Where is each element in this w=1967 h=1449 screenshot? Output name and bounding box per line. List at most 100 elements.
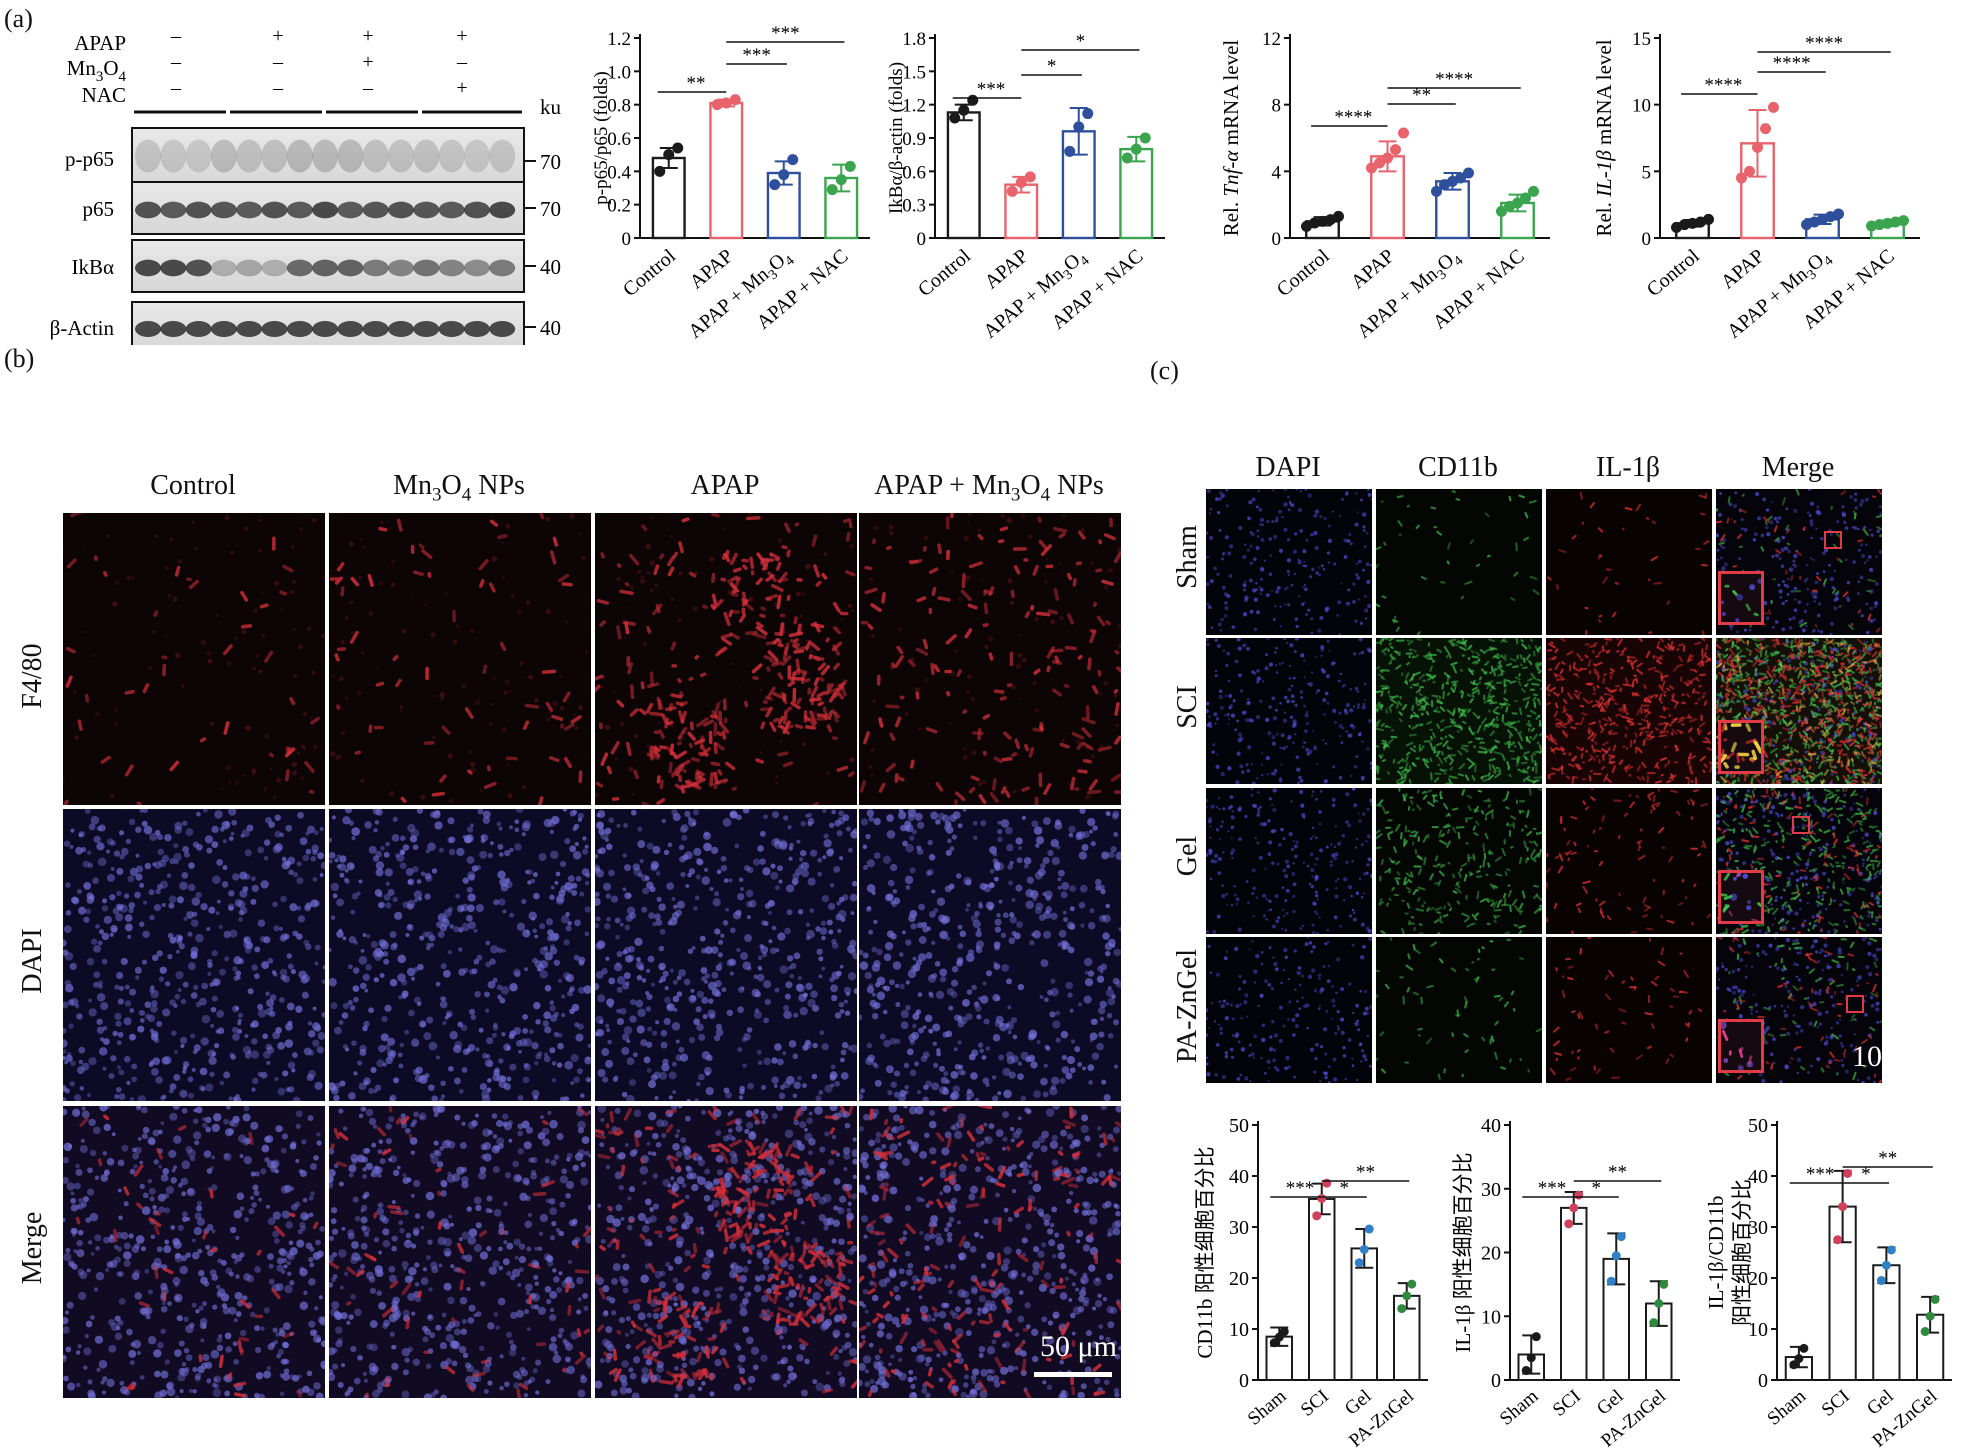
blot-band — [185, 321, 212, 337]
treatment-mark: – — [456, 51, 468, 73]
treatment-mark: + — [362, 25, 373, 47]
y-tick-label: 0.4 — [607, 162, 631, 183]
bar — [1308, 1197, 1336, 1381]
blot-band — [135, 259, 161, 277]
category-label: Sham — [1496, 1386, 1543, 1430]
category-label: APAP — [981, 245, 1033, 294]
data-point — [1833, 1235, 1843, 1245]
y-tick-label: 50 — [1748, 1115, 1768, 1137]
b-micrograph-tile — [858, 1105, 1122, 1399]
data-point — [1130, 143, 1142, 155]
y-tick-label: 0.9 — [902, 129, 926, 150]
blot-band — [413, 321, 440, 337]
blot-band — [286, 259, 313, 277]
data-point — [1569, 1203, 1579, 1213]
blot-band — [261, 139, 288, 173]
significance-label: * — [1340, 1178, 1350, 1199]
y-tick-label: 10 — [1229, 1319, 1249, 1341]
data-point — [1886, 1245, 1896, 1255]
data-point — [769, 179, 781, 191]
b-micrograph-tile — [594, 1105, 858, 1399]
treatment-mark: + — [362, 51, 373, 73]
c-micrograph-tile — [1205, 637, 1373, 785]
c-micrograph-tile — [1545, 787, 1713, 935]
c-scale-bar-label: 100 μm — [1852, 1040, 1944, 1073]
blot-size-label: 40 — [540, 255, 561, 279]
y-axis-label: 阳性细胞百分比 — [1730, 1179, 1754, 1326]
category-label: SCI — [1818, 1386, 1854, 1421]
data-point — [1082, 108, 1094, 120]
data-point — [1833, 208, 1844, 220]
c-scale-bar — [1900, 1075, 1952, 1080]
blot-band — [312, 321, 339, 337]
b-micrograph-tile — [858, 808, 1122, 1102]
blot-row-label: p65 — [83, 197, 115, 221]
zoom-inset — [1718, 571, 1764, 625]
b-col-apap: APAP — [690, 470, 760, 501]
y-tick-label: 10 — [1748, 1319, 1768, 1341]
data-point — [720, 97, 732, 109]
data-point — [1317, 1193, 1327, 1203]
data-point — [711, 99, 723, 111]
b-row-f480: F4/80 — [17, 643, 48, 709]
data-point — [1521, 1365, 1531, 1375]
blot-band — [210, 259, 237, 277]
y-tick-label: 20 — [1481, 1243, 1501, 1265]
data-point — [1736, 172, 1747, 184]
c-row-pa-zngel: PA-ZnGel — [1172, 948, 1203, 1064]
blot-band — [160, 201, 187, 219]
blot-band — [160, 259, 187, 277]
data-point — [1654, 1299, 1664, 1308]
significance-label: ** — [1878, 1148, 1897, 1169]
category-label: Sham — [1244, 1386, 1291, 1430]
y-axis-label: Rel. Tnf-α mRNA level — [1219, 40, 1243, 237]
blot-band — [489, 259, 516, 277]
blot-band — [413, 201, 440, 219]
data-point — [1752, 141, 1763, 153]
c-row-sci: SCI — [1172, 685, 1203, 729]
data-point — [1121, 152, 1133, 164]
category-label: Control — [1273, 245, 1334, 301]
treatment-marks: – + + + – – + – – – – + — [170, 25, 468, 99]
y-tick-label: 0 — [1642, 229, 1652, 250]
significance-label: **** — [1805, 33, 1843, 54]
significance-label: * — [1861, 1164, 1871, 1185]
b-col-apap-mn3o4: APAP + Mn3O4 NPs — [874, 470, 1104, 506]
b-micrograph-tile — [594, 808, 858, 1102]
blot-band — [160, 139, 187, 173]
b-scale-bar-label: 50 μm — [1040, 1330, 1117, 1363]
b-row-merge: Merge — [17, 1211, 48, 1285]
data-point — [1520, 192, 1531, 204]
significance-label: ** — [1608, 1162, 1627, 1183]
data-point — [1616, 1232, 1626, 1242]
y-tick-label: 0.2 — [607, 196, 631, 217]
data-point — [826, 184, 838, 196]
blot-band — [362, 139, 389, 173]
panel-label-a: (a) — [4, 4, 33, 33]
data-point — [949, 112, 961, 124]
blot-band — [312, 259, 339, 277]
blot-band — [463, 321, 490, 337]
y-tick-label: 0 — [917, 229, 927, 250]
data-point — [1789, 1360, 1799, 1370]
y-tick-label: 0.8 — [607, 96, 631, 117]
c-col-cd11b: CD11b — [1418, 452, 1498, 483]
blot-band — [463, 201, 490, 219]
data-point — [1512, 197, 1523, 209]
data-point — [1354, 1258, 1364, 1268]
data-point — [1073, 121, 1085, 133]
significance-label: **** — [1704, 75, 1742, 96]
blot-band — [135, 201, 161, 219]
treatment-mark: + — [456, 77, 467, 99]
category-label: APAP — [686, 245, 738, 294]
data-point — [1398, 127, 1409, 139]
blot-band — [438, 139, 465, 173]
data-point — [1531, 1332, 1541, 1342]
data-point — [1359, 1244, 1369, 1254]
data-point — [1397, 1304, 1407, 1314]
significance-label: *** — [742, 45, 771, 66]
significance-label: * — [1592, 1178, 1602, 1199]
b-col-mn3o4: Mn3O4 NPs — [393, 470, 525, 506]
zoom-inset — [1718, 1019, 1764, 1073]
